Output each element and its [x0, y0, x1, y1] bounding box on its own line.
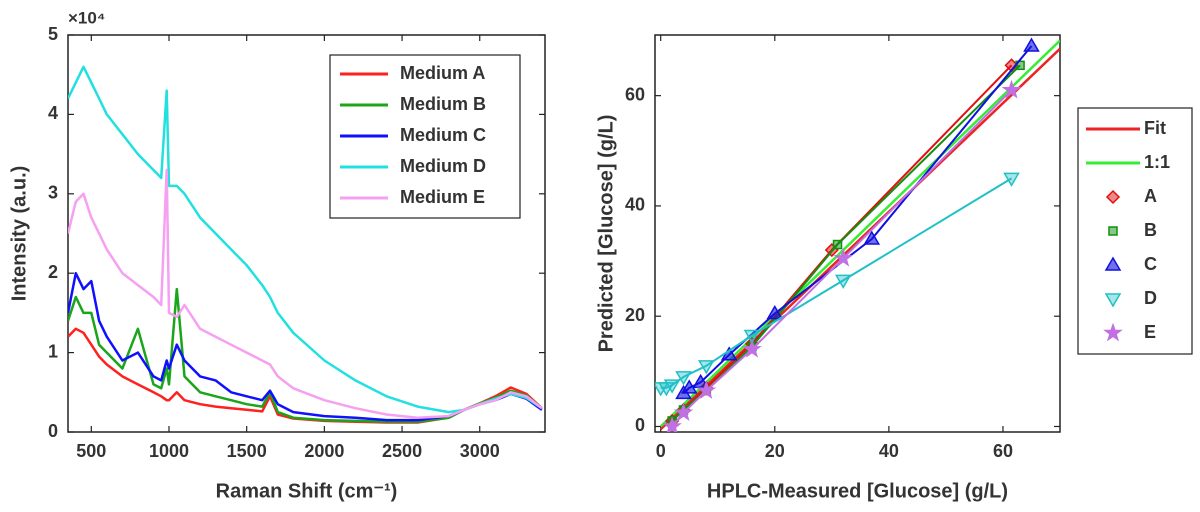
legend-label: Medium B [400, 94, 486, 114]
x-tick-label: 0 [656, 441, 666, 461]
marker-triangle-down [834, 274, 852, 289]
series-line [659, 47, 1060, 431]
marker-star [1103, 322, 1123, 342]
marker-triangle-down [663, 379, 681, 394]
legend-label: A [1144, 186, 1157, 206]
marker-triangle-down [1003, 172, 1020, 187]
plot-area [655, 37, 1060, 432]
x-tick-label: 1500 [227, 441, 267, 461]
plot-area [68, 65, 543, 424]
x-tick-label: 3000 [460, 441, 500, 461]
marker-square [832, 239, 843, 250]
legend-label: Medium A [400, 63, 485, 83]
marker-triangle [1023, 37, 1040, 52]
marker-star [1001, 79, 1022, 99]
marker-triangle [692, 373, 709, 389]
y-tick-label: 0 [635, 415, 645, 435]
marker-star [696, 380, 717, 399]
y-tick-label: 40 [625, 195, 645, 215]
y-tick-label: 5 [48, 24, 58, 44]
y-tick-label: 60 [625, 84, 645, 104]
y-multiplier: ×10⁴ [68, 8, 105, 27]
legend-box [1077, 107, 1193, 355]
marker-triangle [1104, 256, 1122, 271]
legend-label: Medium C [400, 125, 486, 145]
y-axis-label: Predicted [Glucose] (g/L) [595, 115, 617, 353]
marker-star [662, 416, 682, 432]
y-tick-label: 0 [48, 421, 58, 441]
legend-label: D [1144, 288, 1157, 308]
x-axis-label: Raman Shift (cm⁻¹) [216, 480, 398, 502]
marker-star [673, 402, 694, 422]
series-line [68, 168, 543, 419]
y-tick-label: 2 [48, 262, 58, 282]
marker-star [833, 247, 853, 267]
legend-label: Fit [1144, 118, 1166, 138]
x-axis-label: HPLC-Measured [Glucose] (g/L) [707, 480, 1008, 502]
x-tick-label: 60 [993, 441, 1013, 461]
legend-label: E [1144, 322, 1156, 342]
marker-triangle [680, 379, 698, 394]
marker-triangle-down [675, 371, 692, 386]
y-tick-label: 20 [625, 305, 645, 325]
x-tick-label: 2000 [304, 441, 344, 461]
legend-label: Medium E [400, 187, 485, 207]
x-tick-label: 2500 [382, 441, 422, 461]
legend-label: B [1144, 220, 1157, 240]
marker-star [742, 339, 762, 358]
marker-triangle [766, 304, 784, 320]
legend-label: C [1144, 254, 1157, 274]
x-tick-label: 1000 [149, 441, 189, 461]
series-line [659, 39, 1060, 428]
marker-square [1108, 226, 1118, 236]
series-line [660, 177, 1013, 389]
x-tick-label: 40 [879, 441, 899, 461]
marker-diamond [1105, 189, 1121, 205]
x-tick-label: 20 [765, 441, 785, 461]
y-tick-label: 3 [48, 183, 58, 203]
y-tick-label: 1 [48, 341, 58, 361]
legend-label: 1:1 [1144, 152, 1170, 172]
x-tick-label: 500 [76, 441, 106, 461]
y-axis-label: Intensity (a.u.) [8, 166, 30, 302]
marker-triangle-down [698, 360, 715, 375]
marker-triangle [863, 230, 881, 245]
legend-label: Medium D [400, 156, 486, 176]
y-tick-label: 4 [48, 103, 58, 123]
marker-triangle-down [743, 329, 761, 344]
marker-triangle-down [1104, 293, 1122, 308]
